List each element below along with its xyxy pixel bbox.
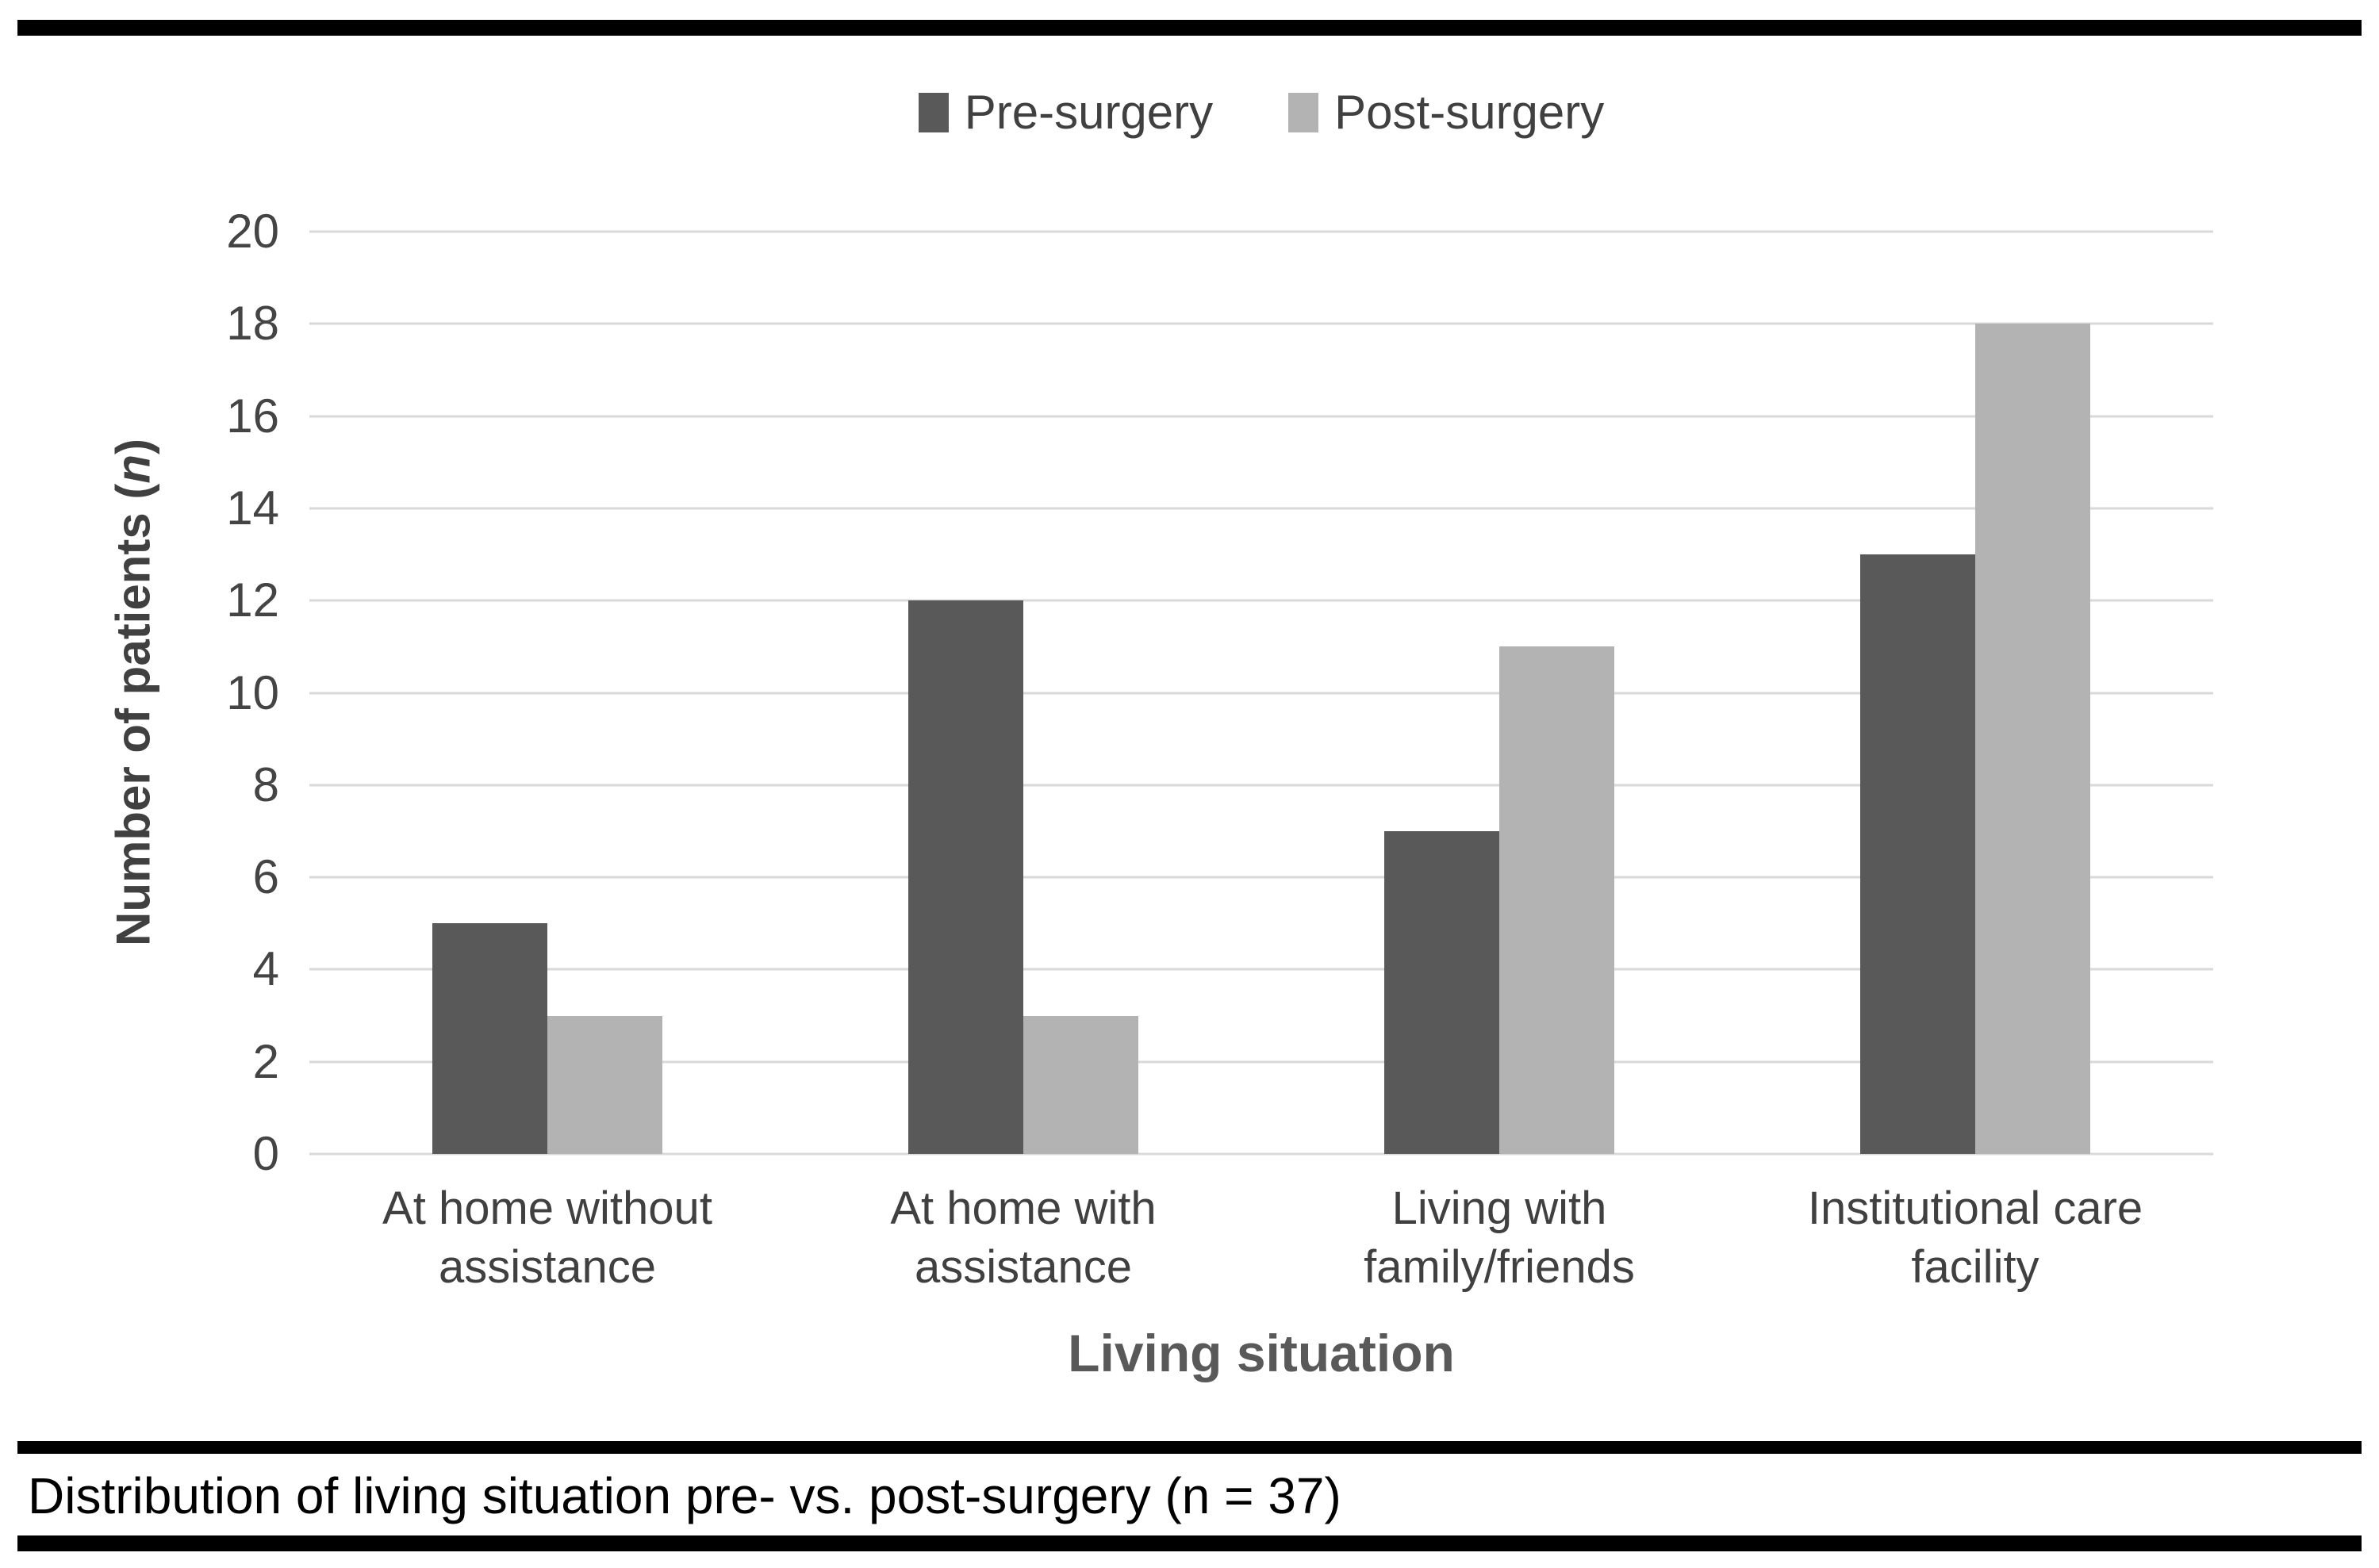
y-tick-label-2: 2 xyxy=(252,1034,279,1088)
gridline-14 xyxy=(309,507,2213,510)
x-category-label-1: At home without assistance xyxy=(382,1183,712,1294)
y-tick-label-12: 12 xyxy=(226,573,279,627)
figure-caption: Distribution of living situation pre- vs… xyxy=(28,1467,1341,1524)
y-tick-label-8: 8 xyxy=(252,757,279,811)
gridline-4 xyxy=(309,968,2213,971)
caption-top-rule xyxy=(17,1441,2362,1454)
top-border-rule xyxy=(17,20,2362,36)
y-tick-label-16: 16 xyxy=(226,389,279,443)
bar-post-surgery-category-1 xyxy=(547,1015,662,1154)
legend: Pre-surgery Post-surgery xyxy=(309,89,2213,136)
y-tick-label-18: 18 xyxy=(226,297,279,351)
plot-area xyxy=(309,230,2213,1156)
x-axis-title: Living situation xyxy=(1068,1324,1455,1382)
bar-post-surgery-category-4 xyxy=(1975,324,2090,1154)
post-surgery-swatch-icon xyxy=(1288,93,1319,132)
legend-item-pre-surgery: Pre-surgery xyxy=(918,86,1214,139)
y-tick-label-14: 14 xyxy=(226,481,279,535)
legend-label-pre-surgery: Pre-surgery xyxy=(964,86,1214,139)
gridline-20 xyxy=(309,230,2213,233)
gridline-18 xyxy=(309,322,2213,325)
y-tick-label-6: 6 xyxy=(252,850,279,904)
y-tick-label-20: 20 xyxy=(226,205,279,258)
gridline-10 xyxy=(309,692,2213,694)
bar-pre-surgery-category-2 xyxy=(908,600,1023,1154)
bar-pre-surgery-category-4 xyxy=(1860,554,1975,1154)
y-axis-ticks: 0 2 4 6 8 10 12 14 16 18 20 xyxy=(0,208,279,1178)
pre-surgery-swatch-icon xyxy=(918,93,949,132)
gridline-8 xyxy=(309,784,2213,787)
gridline-0 xyxy=(309,1152,2213,1156)
bar-post-surgery-category-2 xyxy=(1023,1015,1138,1154)
x-category-label-2: At home with assistance xyxy=(890,1183,1157,1294)
legend-label-post-surgery: Post-surgery xyxy=(1334,86,1605,139)
bar-post-surgery-category-3 xyxy=(1499,646,1614,1154)
gridline-2 xyxy=(309,1060,2213,1064)
bar-pre-surgery-category-3 xyxy=(1384,830,1499,1154)
y-tick-label-4: 4 xyxy=(252,942,279,996)
x-category-labels: At home without assistance At home with a… xyxy=(309,1179,2213,1297)
x-category-label-3: Living with family/friends xyxy=(1364,1183,1635,1294)
x-category-label-4: Institutional care facility xyxy=(1807,1183,2143,1294)
bar-pre-surgery-category-1 xyxy=(432,923,547,1154)
y-tick-label-10: 10 xyxy=(226,665,279,719)
gridline-16 xyxy=(309,415,2213,418)
legend-item-post-surgery: Post-surgery xyxy=(1288,89,1604,136)
caption-bottom-rule xyxy=(17,1535,2362,1551)
gridline-6 xyxy=(309,876,2213,879)
y-tick-label-0: 0 xyxy=(252,1127,279,1180)
gridline-12 xyxy=(309,599,2213,602)
